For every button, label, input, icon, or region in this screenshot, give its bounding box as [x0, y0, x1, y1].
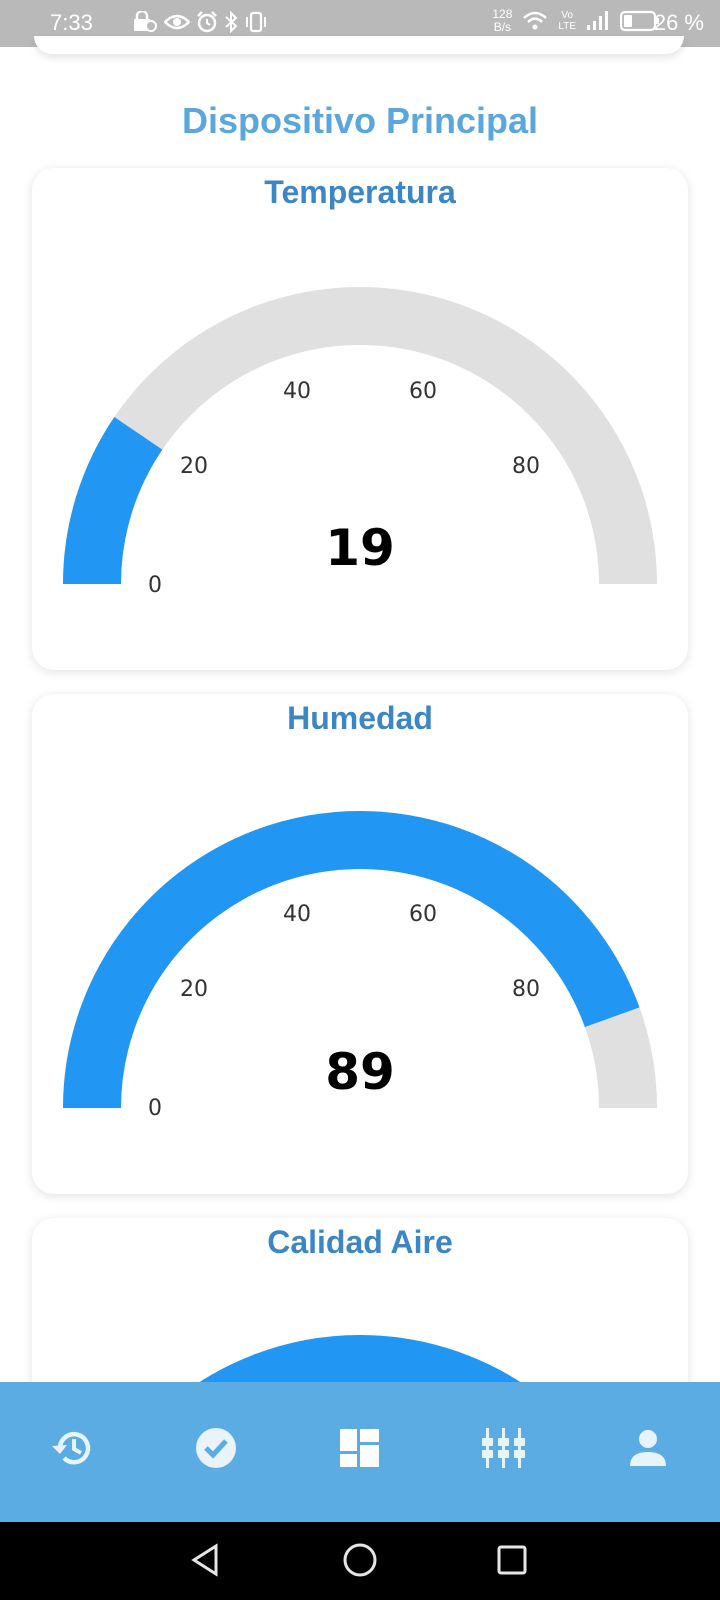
volte-bottom: LTE	[558, 21, 576, 32]
tick-label: 0	[148, 573, 162, 598]
bottom-navigation	[0, 1382, 720, 1522]
gauge-title: Temperatura	[264, 174, 456, 210]
back-icon[interactable]	[186, 1540, 226, 1580]
tick-label: 60	[409, 902, 437, 927]
humidity-gauge: 0 20 40 60 80 89	[63, 811, 657, 1121]
system-navigation-bar	[0, 1522, 720, 1600]
tick-label: 80	[512, 454, 540, 479]
wifi-icon	[523, 11, 548, 30]
tick-label: 20	[180, 977, 208, 1002]
nav-devices[interactable]	[480, 1424, 528, 1472]
tick-label: 40	[283, 902, 311, 927]
bluetooth-icon	[225, 11, 238, 33]
nav-profile[interactable]	[624, 1424, 672, 1472]
gauge-fill	[63, 417, 163, 585]
gauge-fill	[63, 811, 640, 1109]
eye-icon	[164, 14, 190, 30]
net-speed-value: 128	[492, 7, 513, 21]
tick-label: 0	[148, 1096, 162, 1121]
nav-history[interactable]	[48, 1424, 96, 1472]
history-icon	[52, 1431, 91, 1465]
battery-percent: 26 %	[653, 10, 704, 35]
volte-top: Vo	[561, 10, 574, 21]
gauge-value: 89	[325, 1043, 395, 1101]
gauge-card-temperatura: Temperatura 0 20 40 60 80 19	[32, 168, 688, 670]
gauge-title: Humedad	[287, 700, 433, 736]
check-circle-icon	[196, 1428, 236, 1468]
devices-icon	[482, 1428, 525, 1468]
status-icons-right: 128 B/s Vo LTE	[492, 8, 660, 34]
tick-label: 80	[512, 977, 540, 1002]
page-title: Dispositivo Principal	[181, 100, 539, 141]
tick-label: 20	[180, 454, 208, 479]
temperature-gauge: 0 20 40 60 80 19	[63, 287, 657, 598]
alarm-icon	[197, 11, 217, 33]
nav-tasks[interactable]	[192, 1424, 240, 1472]
status-icons-left	[132, 11, 268, 33]
gauge-card-humedad: Humedad 0 20 40 60 80 89	[32, 694, 688, 1194]
lock-icon	[134, 11, 157, 32]
status-time: 7:33	[50, 10, 93, 35]
gauge-value: 19	[325, 519, 395, 577]
signal-icon	[587, 11, 608, 30]
net-speed: 128 B/s	[492, 8, 512, 34]
net-speed-unit: B/s	[493, 20, 512, 34]
nav-dashboard[interactable]	[336, 1424, 384, 1472]
dashboard-icon	[340, 1429, 379, 1467]
tick-label: 60	[409, 379, 437, 404]
previous-card	[34, 36, 684, 54]
person-icon	[630, 1430, 666, 1466]
vibrate-icon	[246, 11, 266, 33]
recents-icon[interactable]	[492, 1540, 532, 1580]
battery-icon	[620, 10, 659, 32]
home-icon[interactable]	[340, 1540, 380, 1580]
volte-indicator: Vo LTE	[558, 10, 576, 32]
gauge-title: Calidad Aire	[267, 1224, 453, 1260]
tick-label: 40	[283, 379, 311, 404]
